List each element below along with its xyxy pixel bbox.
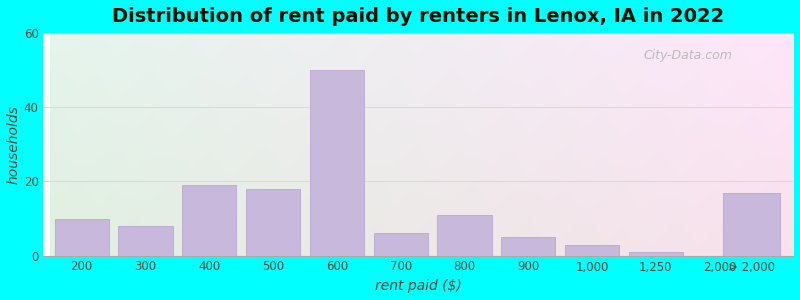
X-axis label: rent paid ($): rent paid ($)	[375, 279, 462, 293]
Bar	[118, 226, 173, 256]
Bar	[565, 244, 619, 256]
Bar	[182, 185, 237, 256]
Bar	[723, 193, 780, 256]
Bar	[246, 189, 300, 256]
Bar	[310, 70, 364, 256]
Y-axis label: households: households	[7, 105, 21, 184]
Text: City-Data.com: City-Data.com	[643, 49, 732, 62]
Bar	[438, 215, 492, 256]
Bar	[501, 237, 555, 256]
Bar	[374, 233, 428, 256]
Title: Distribution of rent paid by renters in Lenox, IA in 2022: Distribution of rent paid by renters in …	[112, 7, 724, 26]
Bar	[54, 218, 109, 256]
Bar	[629, 252, 683, 256]
